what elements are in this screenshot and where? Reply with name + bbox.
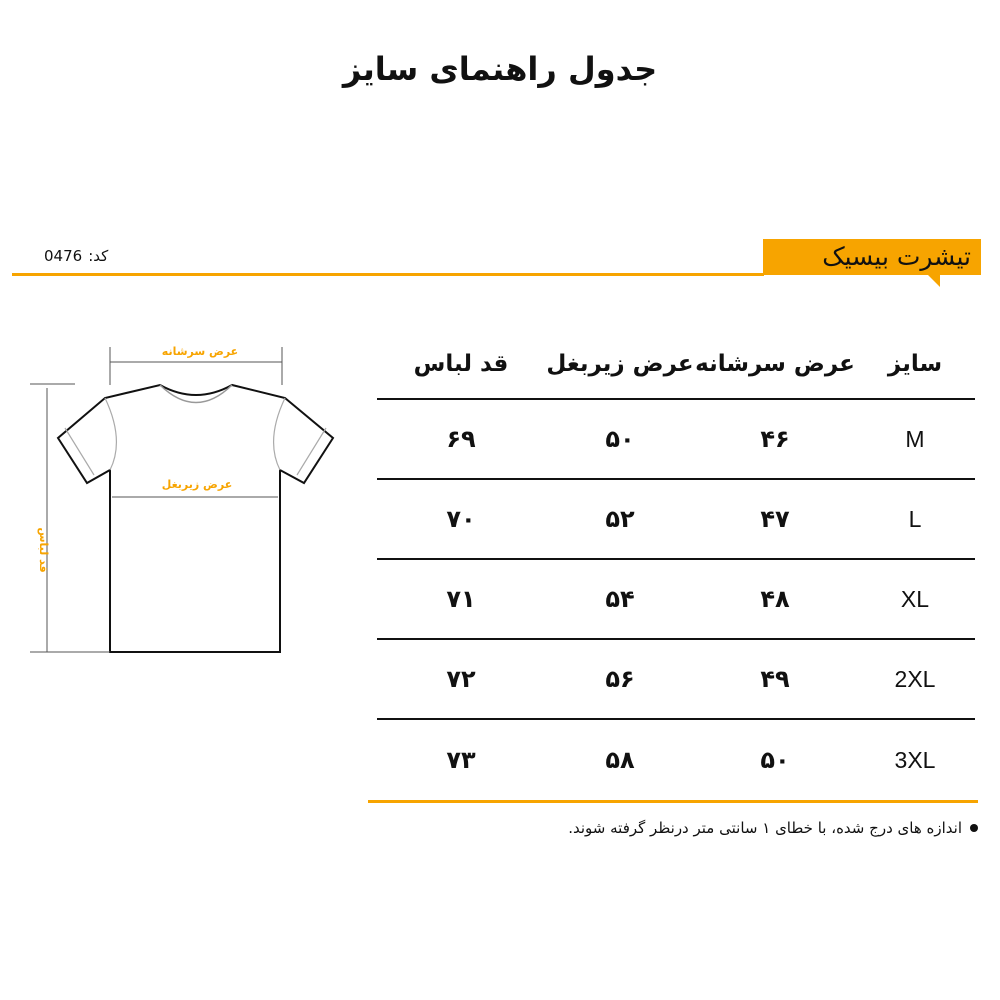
footnote-text: اندازه های درج شده، با خطای ۱ سانتی متر … [568, 819, 962, 837]
table-header: سایز عرض سرشانه عرض زیربغل قد لباس [377, 330, 975, 400]
cell-size: XL [900, 585, 930, 612]
tag-pointer [928, 275, 940, 287]
cell-size: M [905, 425, 925, 452]
header-length: قد لباس [413, 351, 509, 377]
bullet-icon [970, 824, 978, 832]
cell-length: ۷۲ [446, 665, 476, 693]
cell-chest: ۵۶ [605, 665, 635, 693]
cell-size: 2XL [894, 665, 936, 692]
page-title: جدول راهنمای سایز [342, 50, 658, 88]
cell-shoulder: ۵۰ [760, 746, 790, 774]
cell-length: ۶۹ [446, 425, 476, 453]
cell-length: ۷۰ [446, 505, 476, 533]
chest-label: عرض زیربغل [162, 478, 232, 491]
header-divider [12, 273, 764, 276]
cell-length: ۷۳ [446, 746, 476, 774]
cell-length: ۷۱ [446, 585, 476, 613]
cell-size: 3XL [894, 746, 936, 773]
table-row: 2XL ۴۹ ۵۶ ۷۲ [377, 640, 975, 720]
cell-shoulder: ۴۹ [760, 665, 790, 693]
shoulder-label: عرض سرشانه [162, 345, 238, 358]
cell-chest: ۵۲ [605, 505, 635, 533]
product-code: کد: 0476 [44, 247, 108, 265]
table-row: L ۴۷ ۵۲ ۷۰ [377, 480, 975, 560]
length-label: قد لباس [37, 527, 50, 572]
footnote: اندازه های درج شده، با خطای ۱ سانتی متر … [568, 819, 978, 837]
tshirt-diagram: عرض سرشانه عرض زیربغل قد لباس [30, 345, 335, 653]
cell-chest: ۵۴ [605, 585, 635, 613]
code-label: کد: [88, 247, 109, 265]
table-bottom-divider [368, 800, 978, 803]
table-row: M ۴۶ ۵۰ ۶۹ [377, 400, 975, 480]
cell-size: L [908, 505, 922, 532]
code-value: 0476 [44, 247, 83, 265]
table-row: 3XL ۵۰ ۵۸ ۷۳ [377, 720, 975, 800]
cell-shoulder: ۴۷ [760, 505, 790, 533]
cell-shoulder: ۴۶ [760, 425, 790, 453]
header-chest: عرض زیربغل [546, 351, 694, 377]
size-table: سایز عرض سرشانه عرض زیربغل قد لباس M ۴۶ … [377, 330, 975, 800]
tshirt-outline [56, 383, 335, 653]
cell-chest: ۵۸ [605, 746, 635, 774]
header-size: سایز [887, 351, 943, 377]
table-row: XL ۴۸ ۵۴ ۷۱ [377, 560, 975, 640]
cell-chest: ۵۰ [605, 425, 635, 453]
header-shoulder: عرض سرشانه [695, 351, 855, 377]
cell-shoulder: ۴۸ [760, 585, 790, 613]
product-name: تیشرت بیسیک [763, 239, 981, 275]
